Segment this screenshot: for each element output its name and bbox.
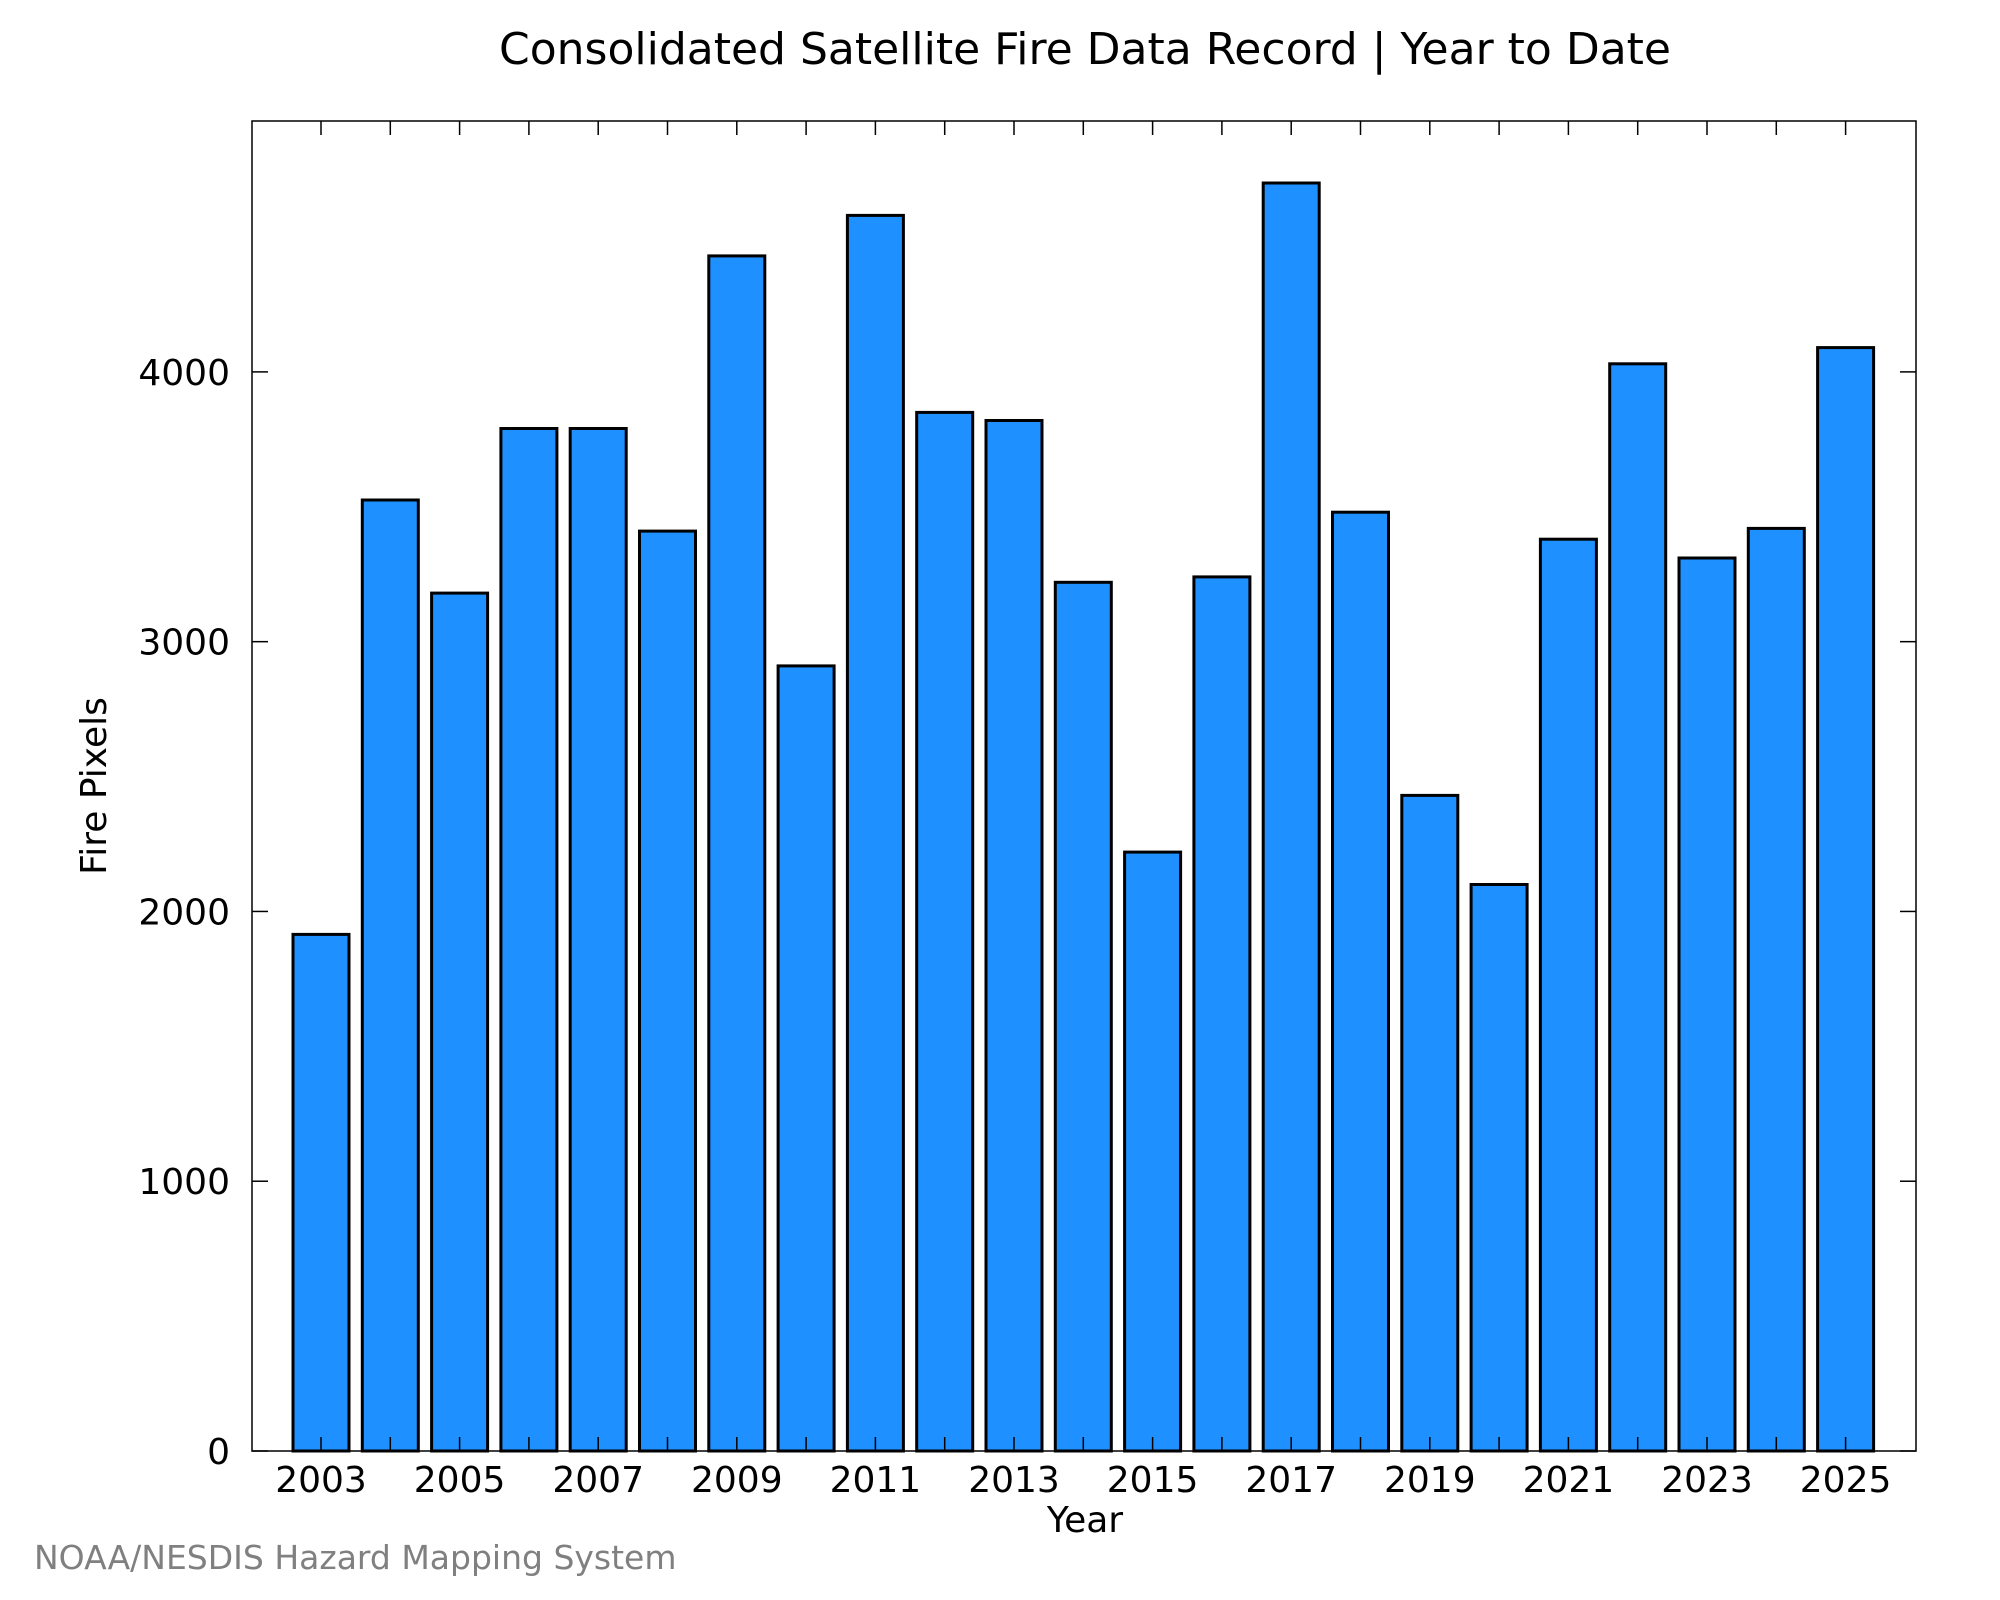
x-axis-label: Year: [1046, 1500, 1123, 1541]
bars-group: [291, 181, 1876, 1453]
bar-2018: [1331, 510, 1390, 1453]
y-axis: 0 1000 2000 3000 4000: [138, 353, 1916, 1473]
x-tick-label: 2015: [1107, 1460, 1199, 1501]
bar-2020: [1469, 883, 1529, 1453]
x-tick-label: 2021: [1523, 1460, 1615, 1501]
bar-2006: [499, 427, 559, 1453]
bar-2004: [360, 498, 420, 1453]
chart-title: Consolidated Satellite Fire Data Record …: [499, 24, 1671, 75]
y-tick-label: 3000: [138, 623, 230, 664]
bar-2016: [1192, 575, 1252, 1453]
x-tick-label: 2003: [275, 1460, 367, 1501]
x-tick-label: 2007: [552, 1460, 644, 1501]
bar-2010: [776, 664, 836, 1453]
bar-2012: [915, 410, 975, 1453]
source-credit: NOAA/NESDIS Hazard Mapping System: [34, 1538, 677, 1577]
bar-2009: [707, 254, 767, 1453]
y-tick-label: 1000: [138, 1162, 230, 1203]
bar-2014: [1053, 580, 1113, 1453]
y-tick-label: 0: [207, 1432, 230, 1473]
bar-2015: [1123, 850, 1183, 1453]
x-tick-label: 2013: [968, 1460, 1060, 1501]
bar-2003: [291, 932, 351, 1453]
bar-2008: [638, 529, 697, 1453]
y-tick-label: 2000: [138, 892, 230, 933]
x-tick-label: 2017: [1245, 1460, 1337, 1501]
bar-2021: [1538, 537, 1598, 1453]
x-tick-label: 2019: [1384, 1460, 1476, 1501]
bar-2011: [845, 213, 905, 1453]
bar-2025: [1816, 346, 1876, 1453]
y-tick-label: 4000: [138, 353, 230, 394]
x-tick-label: 2023: [1661, 1460, 1753, 1501]
bar-2017: [1261, 181, 1321, 1453]
bar-2023: [1677, 556, 1737, 1453]
x-tick-label: 2005: [414, 1460, 506, 1501]
bar-2005: [430, 591, 490, 1453]
x-tick-label: 2009: [691, 1460, 783, 1501]
x-tick-label: 2011: [830, 1460, 922, 1501]
y-axis-label: Fire Pixels: [74, 697, 115, 875]
bar-2022: [1608, 362, 1668, 1453]
bar-2013: [984, 419, 1044, 1453]
x-axis: 2003 2005 2007 2009 2011 2013 2015 2017 2019 2021…: [275, 121, 1891, 1501]
bar-2024: [1746, 526, 1806, 1453]
x-tick-label: 2025: [1800, 1460, 1892, 1501]
bar-2019: [1400, 793, 1460, 1453]
bar-2007: [568, 427, 628, 1453]
